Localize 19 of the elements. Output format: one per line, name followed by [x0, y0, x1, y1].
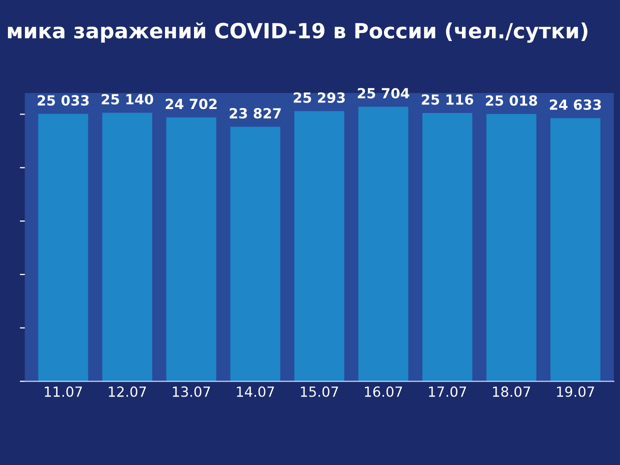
x-tick-label: 13.07: [172, 386, 210, 397]
data-label: 25 140: [102, 94, 154, 105]
x-tick-label: 18.07: [493, 386, 530, 397]
x-tick-label: 11.07: [44, 386, 82, 397]
x-tick-label: 15.07: [300, 386, 338, 397]
x-tick-label: 16.07: [364, 386, 402, 397]
x-tick-label: 19.07: [557, 386, 594, 397]
data-label: 25 293: [294, 92, 345, 103]
data-label: 24 633: [550, 99, 601, 110]
data-label: 25 704: [358, 88, 410, 98]
data-label: 23 827: [230, 108, 281, 119]
x-tick-label: 12.07: [108, 386, 146, 397]
x-tick-label: 17.07: [428, 386, 466, 397]
x-tick-label: 14.07: [236, 386, 274, 397]
chart-title: мика заражений COVID-19 в России (чел./сутки): [8, 22, 588, 43]
data-label: 24 702: [166, 98, 217, 110]
data-label: 25 116: [422, 94, 474, 105]
data-label: 25 018: [486, 95, 538, 106]
data-label: 25 033: [38, 95, 89, 106]
